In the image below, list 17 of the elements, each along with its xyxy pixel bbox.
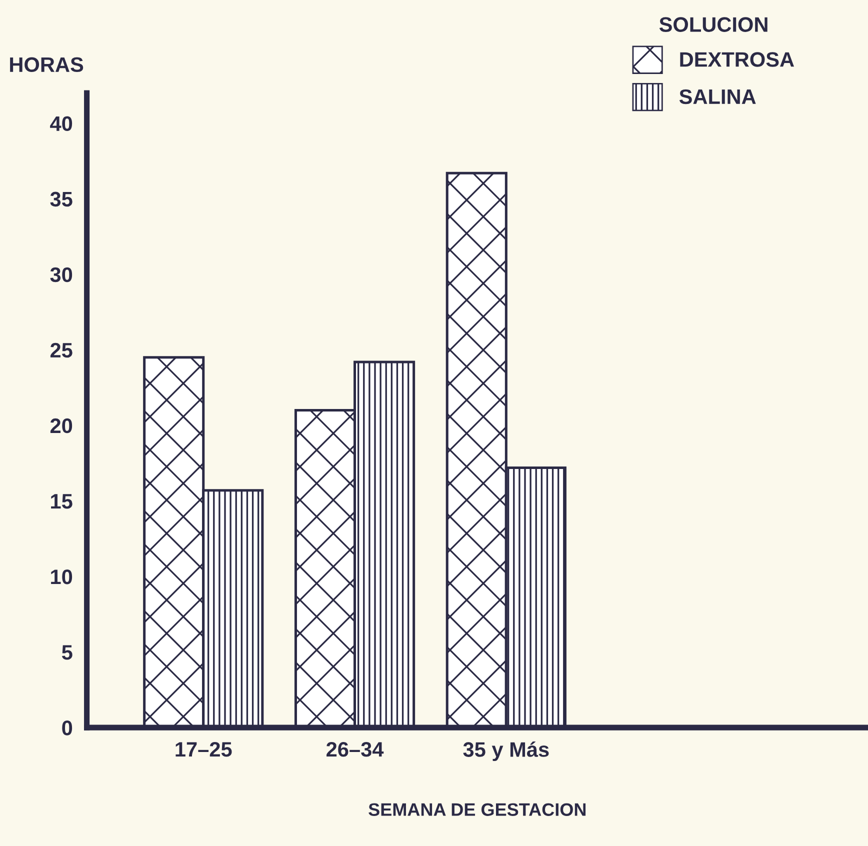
y-tick-label: 10 (51, 569, 72, 584)
y-axis-title: HORAS (10, 57, 84, 72)
y-tick-label: 25 (50, 342, 72, 358)
y-tick-label: 20 (50, 418, 72, 434)
legend-title: SOLUCION (659, 17, 768, 32)
y-tick-label: 30 (50, 267, 72, 282)
legend-label: DEXTROSA (680, 52, 794, 67)
x-tick-label: 26–34 (326, 742, 384, 757)
x-tick-label: 35 y Más (463, 741, 549, 762)
y-tick-label: 5 (62, 645, 72, 660)
y-tick-label: 40 (50, 116, 72, 132)
x-axis-title: SEMANA DE GESTACION (368, 803, 586, 816)
legend-label: SALINA (679, 89, 756, 104)
y-tick-label: 35 (50, 192, 72, 207)
y-tick-label: 0 (62, 720, 72, 736)
y-tick-label: 15 (51, 494, 72, 509)
x-tick-label: 17–25 (176, 742, 232, 757)
